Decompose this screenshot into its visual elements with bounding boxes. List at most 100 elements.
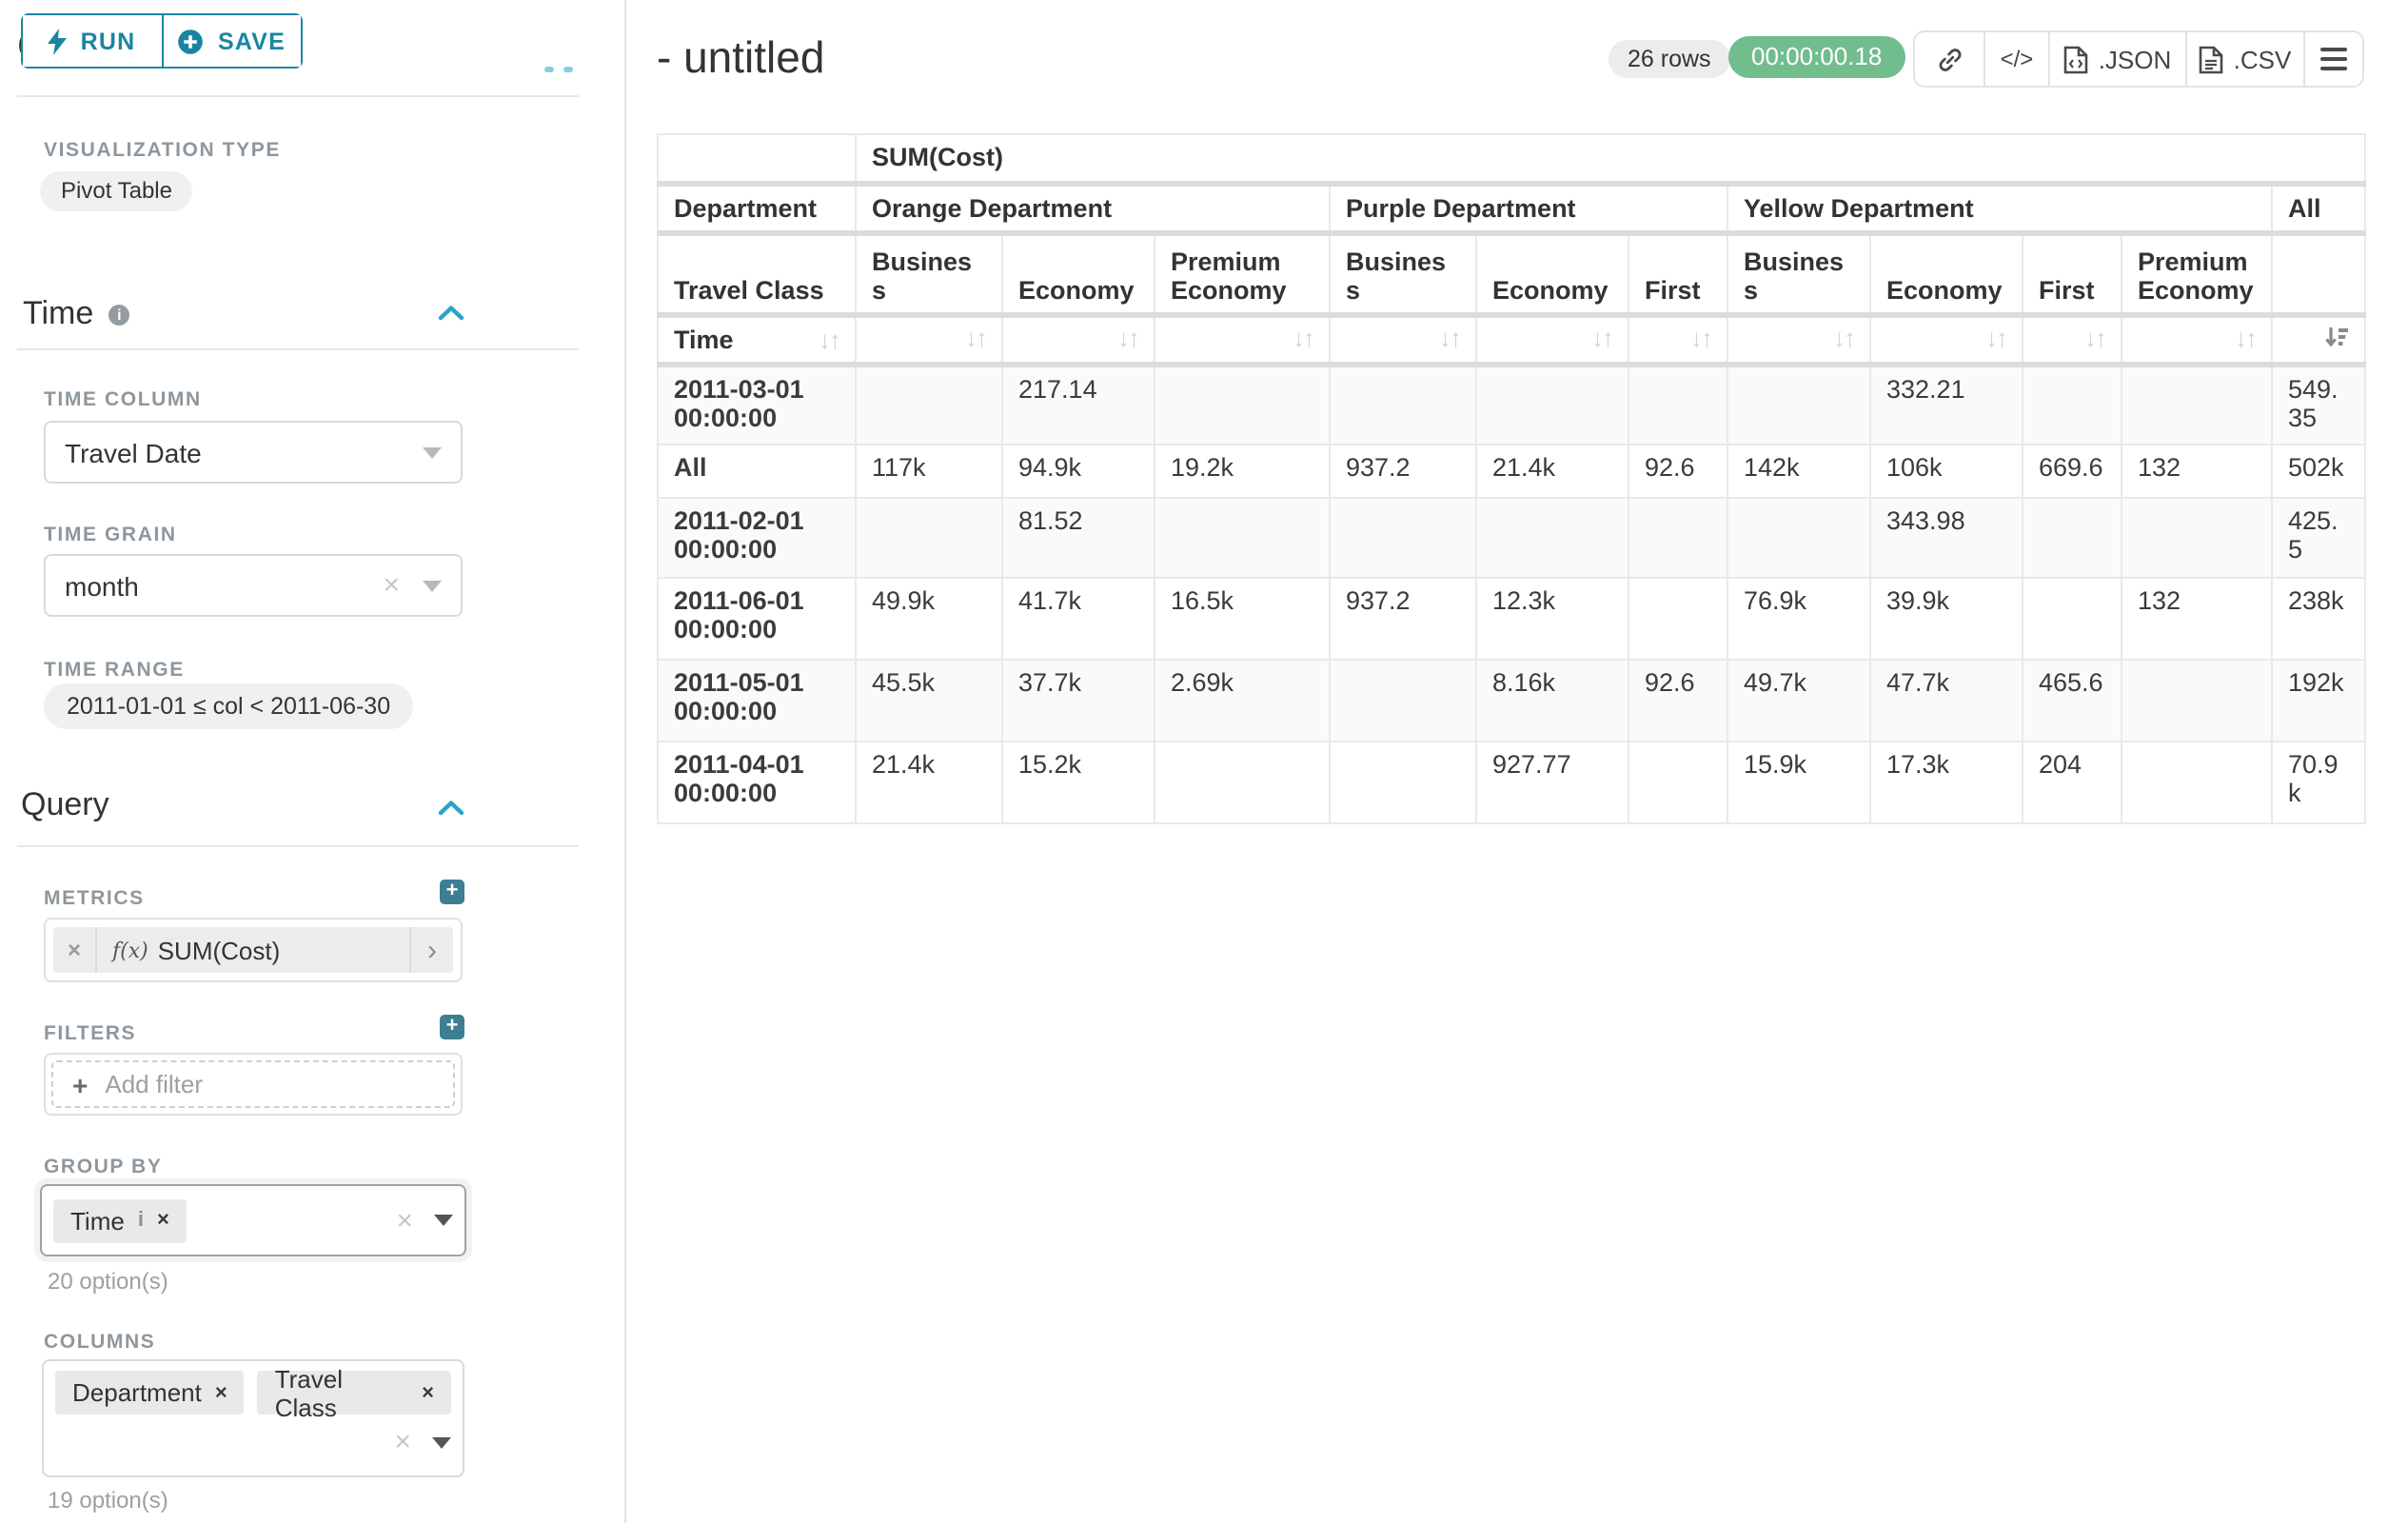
columns-chip-department[interactable]: Department × <box>55 1371 245 1414</box>
value-cell: 17.3k <box>1869 741 2023 824</box>
save-button-label: SAVE <box>217 28 286 54</box>
value-cell: 76.9k <box>1727 577 1871 661</box>
metric-chip[interactable]: × f(x) SUM(Cost) › <box>53 927 453 973</box>
value-cell: 92.6 <box>1628 659 1728 742</box>
value-cell: 41.7k <box>1001 577 1155 661</box>
sort-icon[interactable]: ↓↑ <box>2084 324 2107 352</box>
time-column-select[interactable]: Travel Date <box>44 421 463 484</box>
row-header: All <box>657 444 857 499</box>
control-panel: Chart Type RUN SAVE VISUALIZATION TYPE P… <box>0 0 626 1523</box>
value-cell: 927.77 <box>1475 741 1629 824</box>
viz-type-pill[interactable]: Pivot Table <box>40 171 193 211</box>
remove-chip-icon[interactable]: × <box>214 1381 227 1404</box>
time-range-pill[interactable]: 2011-01-01 ≤ col < 2011-06-30 <box>44 683 414 729</box>
sort-icon[interactable]: ↓↑ <box>1690 324 1713 352</box>
value-cell: 39.9k <box>1869 577 2023 661</box>
chevron-down-icon[interactable] <box>432 1436 451 1448</box>
collapse-chevron-icon[interactable] <box>438 305 464 322</box>
value-cell <box>1475 364 1629 445</box>
value-sort-header[interactable]: ↓↑ <box>1628 314 1728 367</box>
value-cell <box>1727 364 1871 445</box>
clear-icon[interactable]: × <box>394 1426 411 1458</box>
clear-icon[interactable]: × <box>396 1204 413 1236</box>
export-csv-button[interactable]: .CSV <box>2185 32 2303 86</box>
value-sort-header[interactable]: ↓↑ <box>1475 314 1629 367</box>
run-button-label: RUN <box>80 28 136 54</box>
columns-chip-travel-class[interactable]: Travel Class × <box>257 1364 451 1421</box>
chevron-down-icon[interactable] <box>434 1215 453 1226</box>
expand-metric-icon[interactable]: › <box>409 927 453 973</box>
row-header: 2011-06-01 00:00:00 <box>657 577 857 661</box>
row-count-badge: 26 rows <box>1609 40 1730 78</box>
sort-icon[interactable]: ↓↑ <box>819 326 841 354</box>
chevron-down-icon[interactable] <box>423 446 442 458</box>
remove-chip-icon[interactable]: × <box>422 1381 434 1404</box>
visualization-type-label: VISUALIZATION TYPE <box>44 139 281 162</box>
column-group-header: Orange Department <box>855 183 1331 236</box>
sort-icon[interactable]: ↓↑ <box>1985 324 2008 352</box>
time-sort-header[interactable]: Time ↓↑ <box>657 314 857 367</box>
department-header-row: Department Orange Department Purple Depart… <box>657 183 2367 236</box>
sort-icon[interactable]: ↓↑ <box>965 324 988 352</box>
value-sort-header[interactable]: ↓↑ <box>2121 314 2273 367</box>
value-cell: 332.21 <box>1869 364 2023 445</box>
link-icon <box>1938 48 1961 70</box>
remove-metric-icon[interactable]: × <box>53 927 97 973</box>
corner-cell <box>657 133 857 187</box>
chart-title[interactable]: - untitled <box>657 32 825 82</box>
value-cell: 937.2 <box>1329 577 1477 661</box>
sort-icon[interactable]: ↓↑ <box>1117 324 1140 352</box>
group-by-select[interactable]: Time i × × <box>40 1184 466 1256</box>
column-header: Business <box>1329 232 1477 318</box>
run-button[interactable]: RUN <box>23 15 161 67</box>
add-metric-button[interactable]: + <box>440 880 464 904</box>
group-by-chip-time[interactable]: Time i × <box>53 1198 187 1242</box>
value-cell <box>855 364 1003 445</box>
add-filter-plus-button[interactable]: + <box>440 1015 464 1039</box>
remove-chip-icon[interactable]: × <box>156 1209 169 1232</box>
value-sort-header[interactable]: ↓↑ <box>1001 314 1155 367</box>
row-dim-label: Department <box>657 183 857 236</box>
sort-icon[interactable]: ↓↑ <box>1833 324 1856 352</box>
value-cell: 132 <box>2121 444 2273 499</box>
copy-link-button[interactable] <box>1915 32 1984 86</box>
value-sort-header[interactable]: ↓↑ <box>1329 314 1477 367</box>
value-cell: 669.6 <box>2022 444 2122 499</box>
value-cell <box>1329 741 1477 824</box>
export-json-button[interactable]: .JSON <box>2048 32 2185 86</box>
sort-icon[interactable]: ↓↑ <box>2235 324 2258 352</box>
table-row: 2011-05-01 00:00:00 45.5k 37.7k 2.69k 8.16k 9… <box>657 659 2367 742</box>
column-header <box>2270 232 2367 318</box>
add-filter-button[interactable]: + Add filter <box>51 1060 455 1108</box>
value-sort-header[interactable]: ↓↑ <box>1727 314 1871 367</box>
value-sort-header[interactable]: ↓↑ <box>1154 314 1331 367</box>
chevron-down-icon[interactable] <box>423 580 442 591</box>
value-sort-header[interactable]: ↓↑ <box>2022 314 2122 367</box>
value-sort-header[interactable] <box>2270 314 2367 367</box>
plus-icon: + <box>72 1069 89 1099</box>
columns-label: COLUMNS <box>44 1331 156 1354</box>
value-cell: 15.9k <box>1727 741 1871 824</box>
clear-icon[interactable]: × <box>383 569 400 602</box>
view-query-button[interactable]: </> <box>1984 32 2048 86</box>
value-cell: 465.6 <box>2022 659 2122 742</box>
columns-select[interactable]: Department × Travel Class × × <box>42 1359 464 1477</box>
sort-icon[interactable]: ↓↑ <box>1591 324 1614 352</box>
collapse-chevron-icon[interactable] <box>438 800 464 817</box>
file-code-icon <box>2064 45 2088 73</box>
hamburger-icon <box>2320 47 2347 71</box>
menu-button[interactable] <box>2303 32 2362 86</box>
value-sort-header[interactable]: ↓↑ <box>855 314 1003 367</box>
value-cell: 204 <box>2022 741 2122 824</box>
column-header: First <box>2022 232 2122 318</box>
value-sort-header[interactable]: ↓↑ <box>1869 314 2023 367</box>
sort-icon[interactable]: ↓↑ <box>1439 324 1462 352</box>
sort-desc-active-icon[interactable] <box>2324 326 2349 350</box>
time-grain-select[interactable]: month × <box>44 554 463 617</box>
value-cell <box>2022 497 2122 579</box>
save-button[interactable]: SAVE <box>161 15 301 67</box>
value-cell <box>1154 497 1331 579</box>
sort-icon[interactable]: ↓↑ <box>1293 324 1315 352</box>
pivot-table-container: SUM(Cost) Department Orange Department Purp… <box>657 133 2367 824</box>
value-cell <box>2022 577 2122 661</box>
